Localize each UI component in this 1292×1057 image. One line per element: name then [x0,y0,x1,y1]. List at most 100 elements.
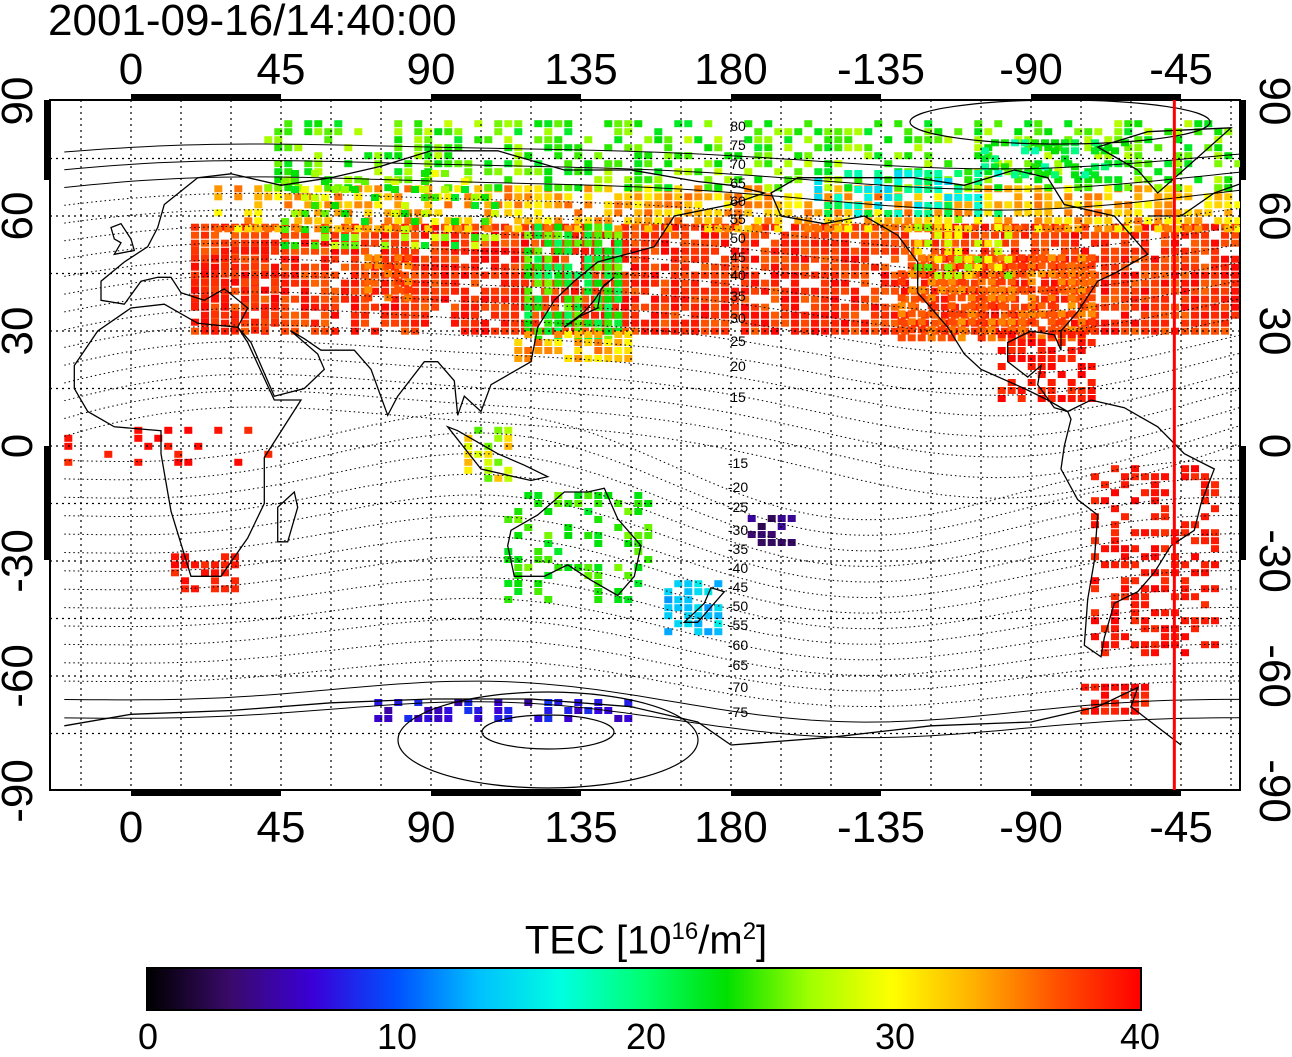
tec-pixel [761,263,769,271]
tec-pixel [1121,319,1129,327]
tec-pixel [1231,271,1239,279]
tec-pixel [631,279,639,287]
tec-pixel [614,287,623,295]
tec-pixel [1071,139,1079,147]
tec-pixel [821,311,829,319]
tec-pixel [384,707,393,714]
tec-pixel [1077,326,1086,334]
tec-pixel [947,310,956,318]
tec-pixel [1087,395,1096,402]
tec-pixel [504,160,513,168]
tec-pixel [944,224,953,231]
tec-pixel [324,201,333,209]
tec-pixel [374,185,383,193]
tec-pixel [504,201,513,209]
tec-pixel [1191,311,1199,319]
tec-pixel [894,194,903,201]
tec-pixel [361,247,369,255]
tec-pixel [1091,163,1099,171]
tec-pixel [974,170,983,177]
tec-pixel [711,295,719,303]
tec-pixel [544,715,553,722]
tec-pixel [804,136,813,144]
tec-pixel [311,263,319,271]
tec-pixel [1087,270,1096,278]
tec-pixel [1061,139,1069,147]
tec-pixel [1101,545,1109,553]
tec-pixel [621,247,629,255]
tec-pixel [174,450,183,458]
contour-label: -55 [728,617,748,633]
tec-pixel [801,247,809,255]
tec-pixel [604,271,613,279]
tec-pixel [674,168,683,176]
tec-pixel [1091,147,1099,155]
tec-pixel [1164,209,1173,217]
tec-pixel [1044,201,1053,209]
tec-pixel [734,209,743,217]
tec-pixel [1134,152,1143,160]
tec-pixel [1044,217,1053,225]
tec-pixel [341,287,349,295]
tec-pixel [957,278,966,286]
tec-pixel [1124,120,1133,128]
tec-pixel [434,128,443,136]
tec-pixel [1077,254,1086,262]
tec-pixel [1141,327,1149,335]
tec-pixel [934,186,943,193]
tec-pixel [631,295,639,303]
tec-pixel [834,176,843,184]
tec-pixel [751,271,759,279]
tec-pixel [524,303,533,311]
tec-pixel [614,564,623,571]
tec-pixel [504,209,513,217]
tec-pixel [581,311,589,319]
tec-pixel [1134,193,1143,201]
tec-pixel [511,255,519,263]
tec-pixel [1101,327,1109,335]
tec-pixel [721,239,729,247]
tec-pixel [544,231,553,239]
tec-pixel [861,247,869,255]
tec-pixel [291,178,299,185]
tec-pixel [971,279,979,287]
tec-pixel [554,120,563,128]
tec-pixel [1121,707,1129,715]
tec-pixel [1101,481,1109,489]
tec-pixel [1154,184,1163,192]
tec-pixel [974,202,983,209]
tec-pixel [281,231,289,239]
tec-pixel [1114,120,1123,128]
tec-pixel [544,271,553,279]
tec-pixel [884,176,893,184]
border-tick-bar [44,100,50,180]
tec-pixel [231,254,239,262]
tec-pixel [914,217,923,225]
tec-pixel [594,564,603,571]
tec-pixel [514,160,523,168]
tec-pixel [927,294,936,302]
tec-pixel [997,387,1006,394]
tec-pixel [1184,225,1193,233]
tec-pixel [351,271,359,279]
tec-pixel [1201,529,1209,537]
tec-pixel [937,326,946,334]
tec-pixel [701,255,709,263]
tec-pixel [741,303,749,311]
tec-pixel [281,311,289,319]
tec-pixel [734,176,743,184]
tec-pixel [927,334,936,342]
tec-pixel [1111,303,1119,311]
tec-pixel [1071,147,1079,155]
tec-pixel [904,128,913,136]
tec-pixel [751,255,759,263]
contour-line [64,389,1240,479]
tec-pixel [1061,239,1069,247]
tec-pixel [751,239,759,247]
tec-pixel [504,426,513,434]
tec-pixel [644,556,653,563]
tec-pixel [771,327,779,335]
tec-pixel [544,176,553,184]
tec-pixel [624,699,633,706]
tec-pixel [981,231,989,239]
